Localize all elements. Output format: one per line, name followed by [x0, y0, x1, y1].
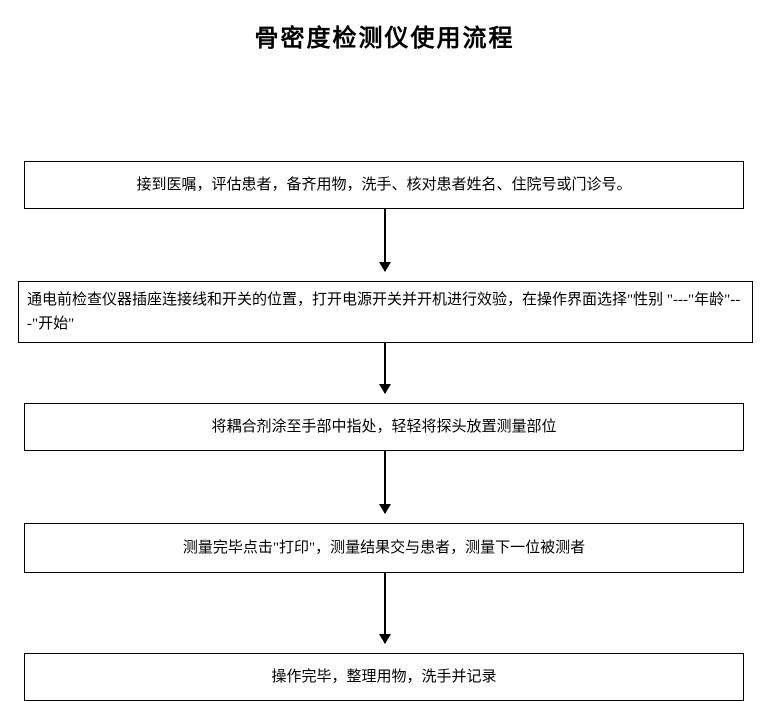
- flow-node-1: 接到医嘱，评估患者，备齐用物，洗手、核对患者姓名、住院号或门诊号。: [24, 161, 744, 209]
- flow-node-5: 操作完毕，整理用物，洗手并记录: [24, 653, 744, 701]
- flow-arrow-4: [384, 573, 386, 643]
- flow-arrow-1: [384, 209, 386, 271]
- flow-arrow-2: [384, 343, 386, 393]
- flow-node-3: 将耦合剂涂至手部中指处，轻轻将探头放置测量部位: [24, 403, 744, 451]
- flow-node-4: 测量完毕点击"打印"，测量结果交与患者，测量下一位被测者: [24, 523, 744, 573]
- flow-arrow-3: [384, 451, 386, 513]
- page-title: 骨密度检测仪使用流程: [0, 0, 769, 63]
- flow-node-2: 通电前检查仪器插座连接线和开关的位置，打开电源开关并开机进行效验，在操作界面选择…: [18, 281, 753, 343]
